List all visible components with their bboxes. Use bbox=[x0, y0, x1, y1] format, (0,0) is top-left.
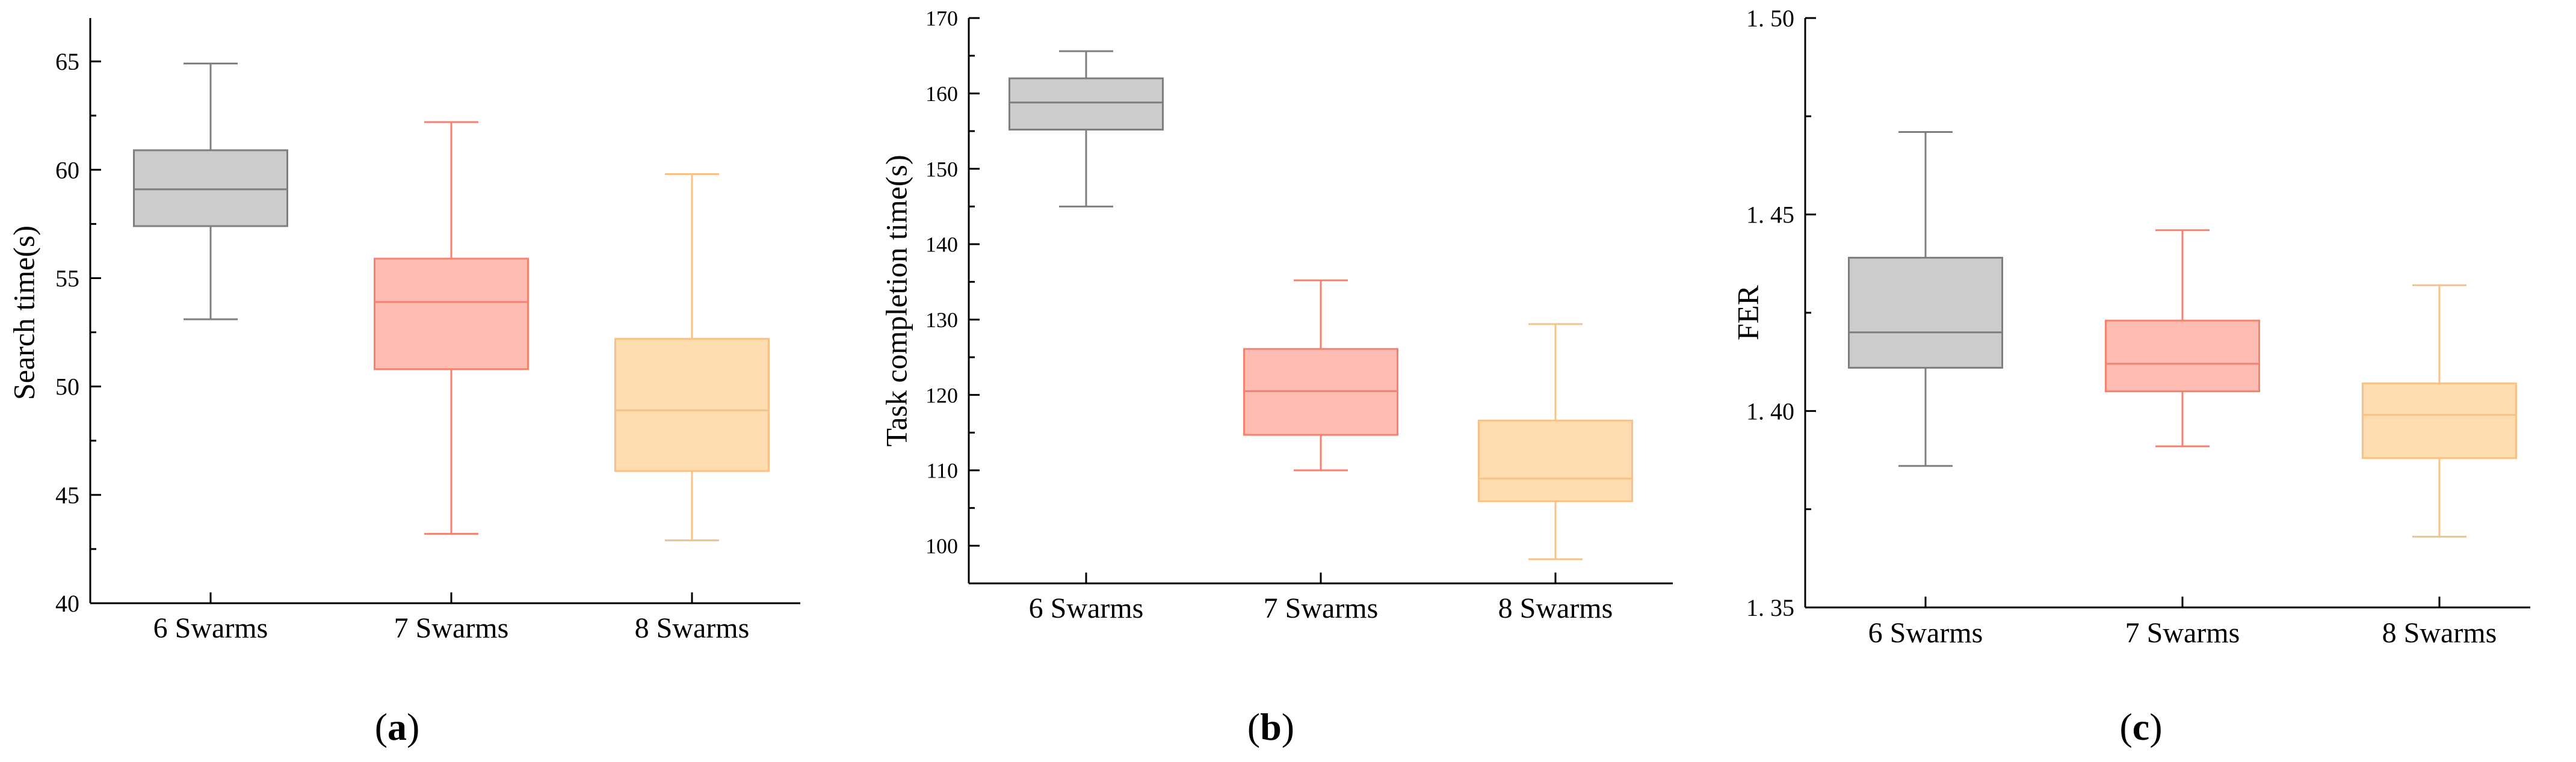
box-6-swarms bbox=[133, 63, 288, 321]
y-tick-label: 110 bbox=[926, 459, 958, 483]
y-tick-label: 150 bbox=[925, 157, 958, 181]
y-tick-label: 55 bbox=[55, 265, 79, 292]
y-tick-label: 1. 50 bbox=[1746, 5, 1794, 32]
y-tick-label: 130 bbox=[925, 308, 958, 332]
box-8-swarms bbox=[1478, 323, 1633, 561]
y-tick-label: 140 bbox=[925, 233, 958, 257]
panel-label: (b) bbox=[1247, 705, 1294, 748]
y-tick-label: 160 bbox=[925, 82, 958, 106]
y-axis-title: Search time(s) bbox=[7, 226, 40, 400]
x-tick-label: 6 Swarms bbox=[1868, 617, 1983, 649]
box-iqr bbox=[614, 337, 770, 472]
chart-panel-b: 100 110 120 130 140 150 160 170 6 Swarms 7 Swarms… bbox=[879, 7, 1673, 748]
box-iqr bbox=[133, 149, 288, 227]
y-tick-label: 40 bbox=[55, 590, 79, 617]
box-iqr bbox=[374, 257, 529, 370]
x-tick-label: 7 Swarms bbox=[394, 612, 509, 644]
box-7-swarms bbox=[1243, 279, 1398, 472]
chart-panel-c: 1. 35 1. 40 1. 45 1. 50 6 Swarms 7 Swarms 8 Sw… bbox=[1731, 5, 2530, 748]
x-tick-label: 8 Swarms bbox=[2382, 617, 2497, 649]
box-iqr bbox=[1478, 419, 1633, 502]
y-tick-label: 50 bbox=[55, 373, 79, 401]
x-tick-label: 8 Swarms bbox=[1498, 592, 1613, 624]
box-iqr bbox=[2362, 383, 2517, 459]
panel-label: (c) bbox=[2119, 705, 2162, 748]
box-7-swarms bbox=[2105, 229, 2260, 447]
y-axis-title: FER bbox=[1731, 285, 1764, 340]
x-tick-label: 7 Swarms bbox=[2125, 617, 2240, 649]
x-tick-label: 8 Swarms bbox=[635, 612, 750, 644]
box-8-swarms bbox=[614, 173, 770, 541]
y-tick-label: 60 bbox=[55, 156, 79, 183]
box-6-swarms bbox=[1008, 50, 1164, 207]
y-tick-label: 1. 45 bbox=[1746, 201, 1794, 229]
y-tick-label: 100 bbox=[925, 534, 958, 558]
x-tick-label: 6 Swarms bbox=[1029, 592, 1144, 624]
box-6-swarms bbox=[1848, 131, 2003, 467]
box-iqr bbox=[2105, 319, 2260, 393]
y-tick-label: 1. 40 bbox=[1746, 398, 1794, 425]
y-tick-label: 65 bbox=[55, 48, 79, 75]
y-tick-label: 120 bbox=[925, 383, 958, 407]
y-tick-label: 1. 35 bbox=[1746, 594, 1794, 621]
box-iqr bbox=[1008, 77, 1164, 131]
x-tick-label: 7 Swarms bbox=[1264, 592, 1379, 624]
y-tick-label: 45 bbox=[55, 482, 79, 509]
panel-label: (a) bbox=[375, 705, 420, 748]
box-8-swarms bbox=[2362, 284, 2517, 538]
chart-panel-a: 40 45 50 55 60 65 6 Swarms 7 Swarms 8 Swarms Sear… bbox=[7, 18, 800, 748]
y-axis-title: Task completion time(s) bbox=[879, 155, 913, 446]
box-7-swarms bbox=[374, 121, 529, 535]
box-iqr bbox=[1848, 257, 2003, 369]
x-tick-label: 6 Swarms bbox=[153, 612, 268, 644]
y-tick-label: 170 bbox=[925, 7, 958, 31]
